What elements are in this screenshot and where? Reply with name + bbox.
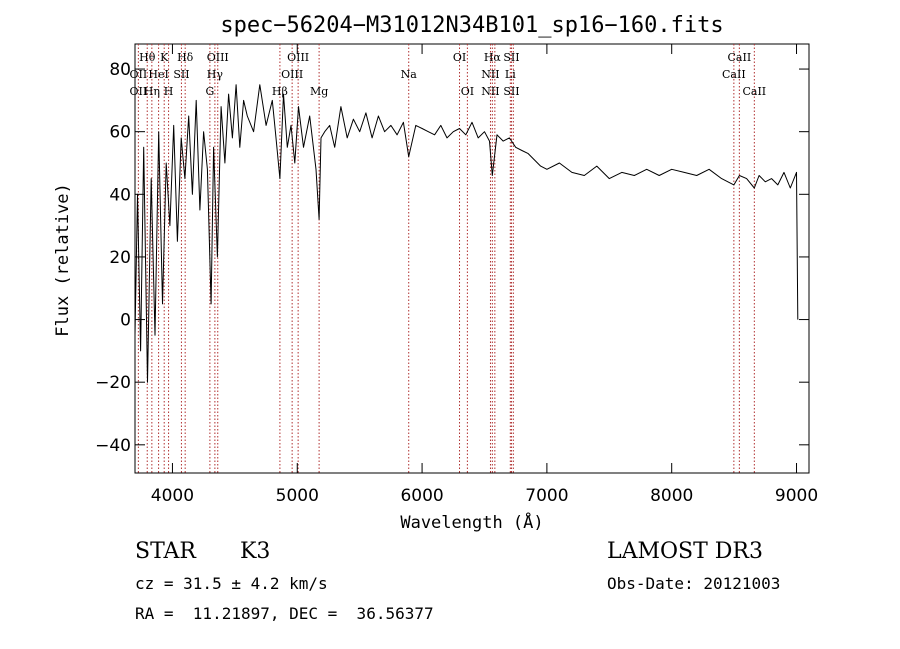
- x-axis-label: Wavelength (Å): [400, 511, 543, 533]
- y-tick-label: 20: [109, 248, 131, 268]
- line-label: OIII: [207, 51, 229, 64]
- survey-name: LAMOST DR3: [607, 539, 763, 564]
- line-label: SII: [503, 51, 519, 64]
- chart-title: spec−56204−M31012N34B101_sp16−160.fits: [220, 13, 723, 38]
- line-label: OII: [130, 85, 148, 98]
- line-label: OI: [453, 51, 466, 64]
- x-tick-label: 7000: [525, 486, 568, 506]
- y-tick-label: 0: [120, 311, 131, 331]
- line-label: OIII: [287, 51, 309, 64]
- y-axis: −40 −20 0 20 40 60 80: [95, 60, 809, 456]
- y-tick-label: −20: [95, 373, 131, 393]
- plot-frame: [134, 43, 810, 474]
- line-label: OI: [461, 85, 474, 98]
- line-label: CaII: [742, 85, 766, 98]
- line-label: OII: [130, 68, 148, 81]
- y-axis-label: Flux (relative): [53, 183, 73, 337]
- line-label: Li: [505, 68, 516, 81]
- line-label: SII: [173, 68, 189, 81]
- line-label: CaII: [728, 51, 752, 64]
- line-labels: OII OII Hθ Hη HeI K H SII Hδ G Hγ OIII Hβ OIII OIII Mg N…: [130, 51, 767, 98]
- line-label: H: [164, 85, 174, 98]
- x-tick-label: 8000: [650, 486, 693, 506]
- line-label: Hθ: [139, 51, 156, 64]
- x-tick-label: 9000: [775, 486, 818, 506]
- line-label: Hβ: [272, 85, 288, 98]
- x-tick-label: 5000: [276, 486, 319, 506]
- line-label: CaII: [722, 68, 746, 81]
- line-label: K: [160, 51, 169, 64]
- line-label: Hη: [144, 85, 160, 98]
- line-label: Hδ: [177, 51, 194, 64]
- line-label: Hγ: [207, 68, 224, 81]
- line-label: NII: [481, 68, 499, 81]
- line-label: NII: [481, 85, 499, 98]
- series-group: [134, 84, 799, 383]
- y-tick-label: −40: [95, 436, 131, 456]
- line-label: G: [205, 85, 214, 98]
- spectrum-line: [134, 84, 799, 383]
- y-tick-label: 60: [109, 123, 131, 143]
- object-subclass: K3: [240, 539, 271, 564]
- line-label: HeI: [148, 68, 168, 81]
- y-tick-label: 40: [109, 185, 131, 205]
- line-label: Hα: [484, 51, 502, 64]
- object-class: STAR: [135, 539, 196, 564]
- line-label: Na: [401, 68, 418, 81]
- line-label: OIII: [281, 68, 303, 81]
- line-label: Mg: [310, 85, 328, 98]
- line-markers: [137, 44, 755, 473]
- x-tick-label: 6000: [400, 486, 443, 506]
- x-tick-label: 4000: [151, 486, 194, 506]
- coordinates: RA = 11.21897, DEC = 36.56377: [135, 604, 434, 623]
- x-axis: 4000 5000 6000 7000 8000 9000: [151, 44, 818, 506]
- line-label: SII: [503, 85, 519, 98]
- y-tick-label: 80: [109, 60, 131, 80]
- obs-date: Obs-Date: 20121003: [607, 574, 781, 593]
- redshift-cz: cz = 31.5 ± 4.2 km/s: [135, 574, 328, 593]
